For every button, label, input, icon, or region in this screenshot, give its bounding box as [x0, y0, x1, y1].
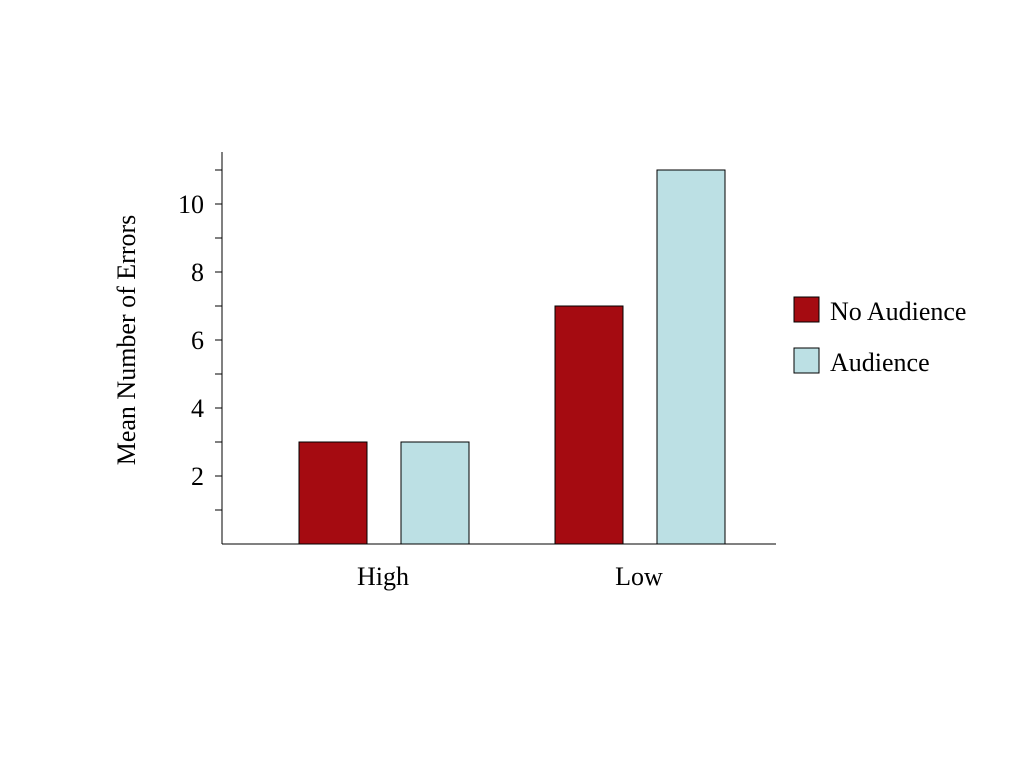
legend-swatch: [793, 347, 820, 374]
legend-item-audience: Audience: [793, 347, 930, 377]
bar-audience-high: [400, 441, 470, 545]
bar-audience-low: [656, 169, 726, 545]
bar-no-audience-low: [554, 305, 624, 545]
category-labels: High Low: [357, 562, 663, 591]
bars: [298, 169, 726, 545]
category-label: Low: [615, 562, 663, 591]
y-tick-label: 4: [191, 394, 204, 423]
legend-label: No Audience: [830, 297, 966, 326]
y-axis: 2 4 6 8 10: [178, 152, 223, 544]
y-tick-label: 8: [191, 258, 204, 287]
legend-swatch: [793, 296, 820, 323]
category-label: High: [357, 562, 409, 591]
bar-no-audience-high: [298, 441, 368, 545]
y-tick-label: 2: [191, 462, 204, 491]
legend-item-no-audience: No Audience: [793, 296, 966, 326]
legend-label: Audience: [830, 348, 930, 377]
y-tick-label: 10: [178, 190, 204, 219]
y-axis-title: Mean Number of Errors: [112, 215, 141, 466]
legend: No Audience Audience: [793, 296, 966, 377]
y-tick-label: 6: [191, 326, 204, 355]
